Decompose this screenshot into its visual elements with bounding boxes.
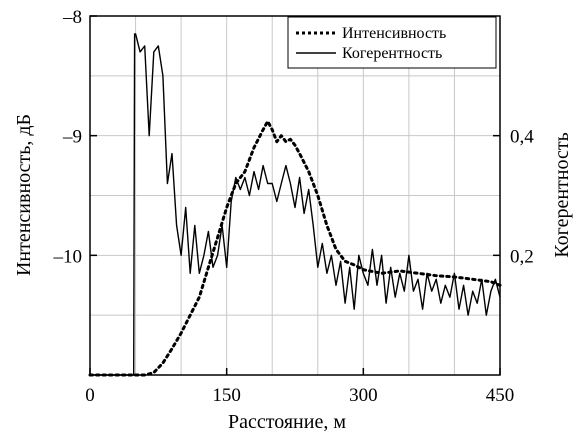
series-line-coherence [90,33,501,376]
y-right-tick-label: 0,4 [510,127,534,148]
legend-label-intensity: Интенсивность [342,25,446,42]
y-right-tick-label: 0,2 [510,246,534,267]
plot-frame [89,15,501,376]
tick-labels: 0 150 300 450 –8 –9 –10 0,2 0,4 [53,7,535,406]
y-left-tick-label: –9 [62,127,82,148]
x-tick-label: 0 [85,385,95,406]
y-left-tick-label: –8 [62,7,82,28]
legend-box [287,16,497,69]
y-left-tick-label: –10 [53,246,83,267]
y-axis-right-label: Когерентность [551,132,573,257]
y-axis-left-label: Интенсивность, дБ [13,114,35,276]
grid [90,16,500,375]
series-line-intensity [88,119,502,377]
series-layer [88,33,502,377]
x-tick-label: 450 [486,385,515,406]
legend: Интенсивность Когерентность [287,16,497,69]
x-tick-label: 150 [212,385,241,406]
x-tick-label: 300 [349,385,378,406]
x-axis-label: Расстояние, м [228,411,346,433]
legend-label-coherence: Когерентность [342,45,442,62]
